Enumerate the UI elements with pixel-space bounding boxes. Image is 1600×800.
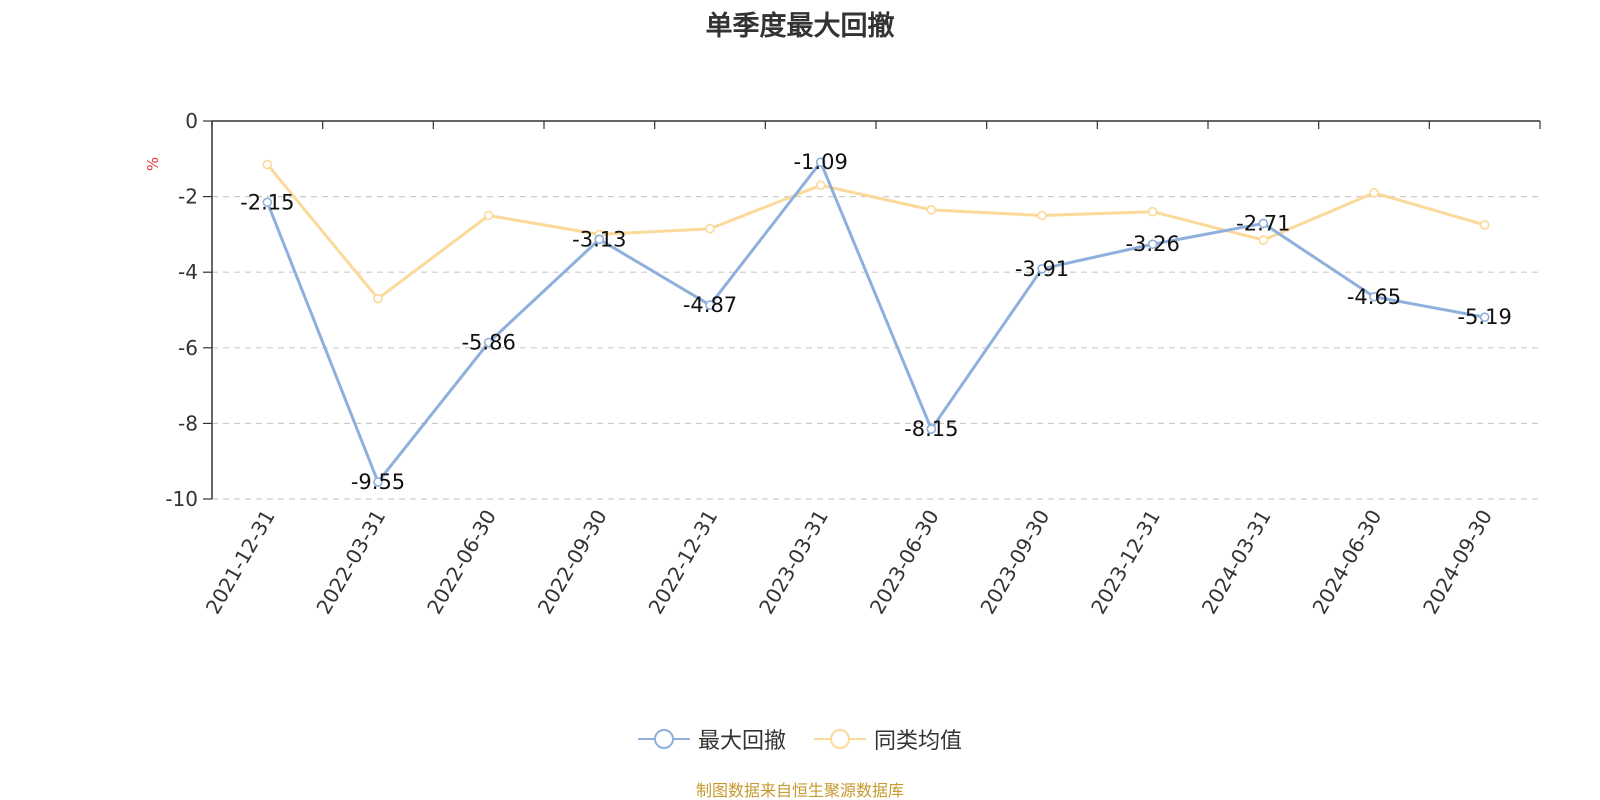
- x-tick-label: 2022-09-30: [533, 506, 612, 619]
- y-tick-label: -10: [165, 487, 198, 511]
- data-point: [262, 197, 273, 208]
- y-tick-label: 0: [185, 109, 198, 133]
- data-point: [1369, 188, 1379, 198]
- data-point: [373, 477, 383, 487]
- y-tick-label: -6: [178, 336, 198, 360]
- x-tick-label: 2024-03-31: [1197, 506, 1276, 619]
- legend-line-circle-icon: [814, 729, 866, 749]
- data-point: [1258, 235, 1269, 245]
- x-tick-label: 2024-09-30: [1418, 506, 1497, 619]
- data-label: -3.13: [572, 227, 626, 251]
- x-tick-label: 2023-03-31: [754, 506, 833, 619]
- legend-item-peer-average[interactable]: 同类均值: [814, 723, 962, 755]
- data-labels: -2.15 -9.55 -5.86 -3.13 -4.87 -1.09 -8.15 -3.91…: [240, 150, 1512, 494]
- data-label: -9.55: [351, 470, 405, 494]
- data-point: [373, 293, 383, 304]
- x-tick-label: 2024-06-30: [1307, 506, 1386, 619]
- x-tick-label: 2022-12-31: [643, 506, 722, 619]
- data-point: [1258, 218, 1269, 229]
- legend-label: 同类均值: [874, 729, 963, 754]
- data-label: -5.86: [461, 331, 515, 355]
- data-point: [483, 337, 494, 348]
- y-axis-unit-label: %: [144, 157, 162, 171]
- data-point: [1147, 239, 1158, 250]
- axes: 0 -2 -4 -6 -8 -10% 2021-12-31 2022-03-31 2022-06…: [144, 109, 1541, 619]
- data-point: [483, 210, 494, 221]
- legend-label: 最大回撤: [697, 729, 786, 754]
- data-point: [1147, 206, 1158, 217]
- legend: 最大回撤 同类均值: [0, 723, 1600, 755]
- x-tick-label: 2023-12-31: [1086, 506, 1165, 619]
- x-tick-label: 2022-06-30: [422, 505, 501, 618]
- data-label: -8.15: [904, 417, 958, 441]
- data-point: [705, 300, 715, 310]
- data-label: -2.15: [240, 190, 294, 214]
- data-label: -2.71: [1236, 211, 1290, 235]
- source-note: 制图数据来自恒生聚源数据库: [695, 781, 904, 800]
- data-label: -3.26: [1125, 232, 1179, 256]
- data-point: [1479, 312, 1490, 322]
- data-point: [815, 180, 826, 191]
- data-label: -4.87: [683, 293, 737, 317]
- series-line-0: [265, 160, 1485, 484]
- series-lines: [262, 157, 1490, 487]
- y-tick-label: -2: [178, 185, 198, 209]
- y-tick-label: -4: [178, 260, 198, 284]
- data-point: [705, 223, 715, 234]
- x-tick-label: 2023-09-30: [975, 506, 1054, 619]
- legend-line-circle-icon: [637, 729, 690, 749]
- data-point: [1037, 263, 1047, 274]
- data-point: [1369, 291, 1379, 302]
- data-point: [926, 424, 937, 434]
- data-point: [1037, 210, 1047, 221]
- x-tick-label: 2021-12-31: [201, 506, 280, 619]
- data-point: [594, 234, 605, 245]
- chart-title: 单季度最大回撤: [705, 11, 895, 42]
- data-label: -3.91: [1015, 257, 1069, 281]
- x-tick-label: 2022-03-31: [311, 506, 390, 619]
- data-point: [1479, 220, 1490, 230]
- legend-item-max-drawdown[interactable]: 最大回撤: [637, 723, 786, 755]
- data-point: [926, 205, 937, 215]
- data-label: -1.09: [793, 150, 847, 174]
- gridlines: [212, 196, 1540, 500]
- data-point: [815, 157, 826, 168]
- data-point: [262, 159, 273, 170]
- data-label: -4.65: [1347, 285, 1401, 309]
- x-tick-label: 2023-06-30: [865, 505, 944, 618]
- series-line-1: [266, 163, 1486, 301]
- y-tick-label: -8: [178, 411, 198, 435]
- data-label: -5.19: [1457, 305, 1511, 329]
